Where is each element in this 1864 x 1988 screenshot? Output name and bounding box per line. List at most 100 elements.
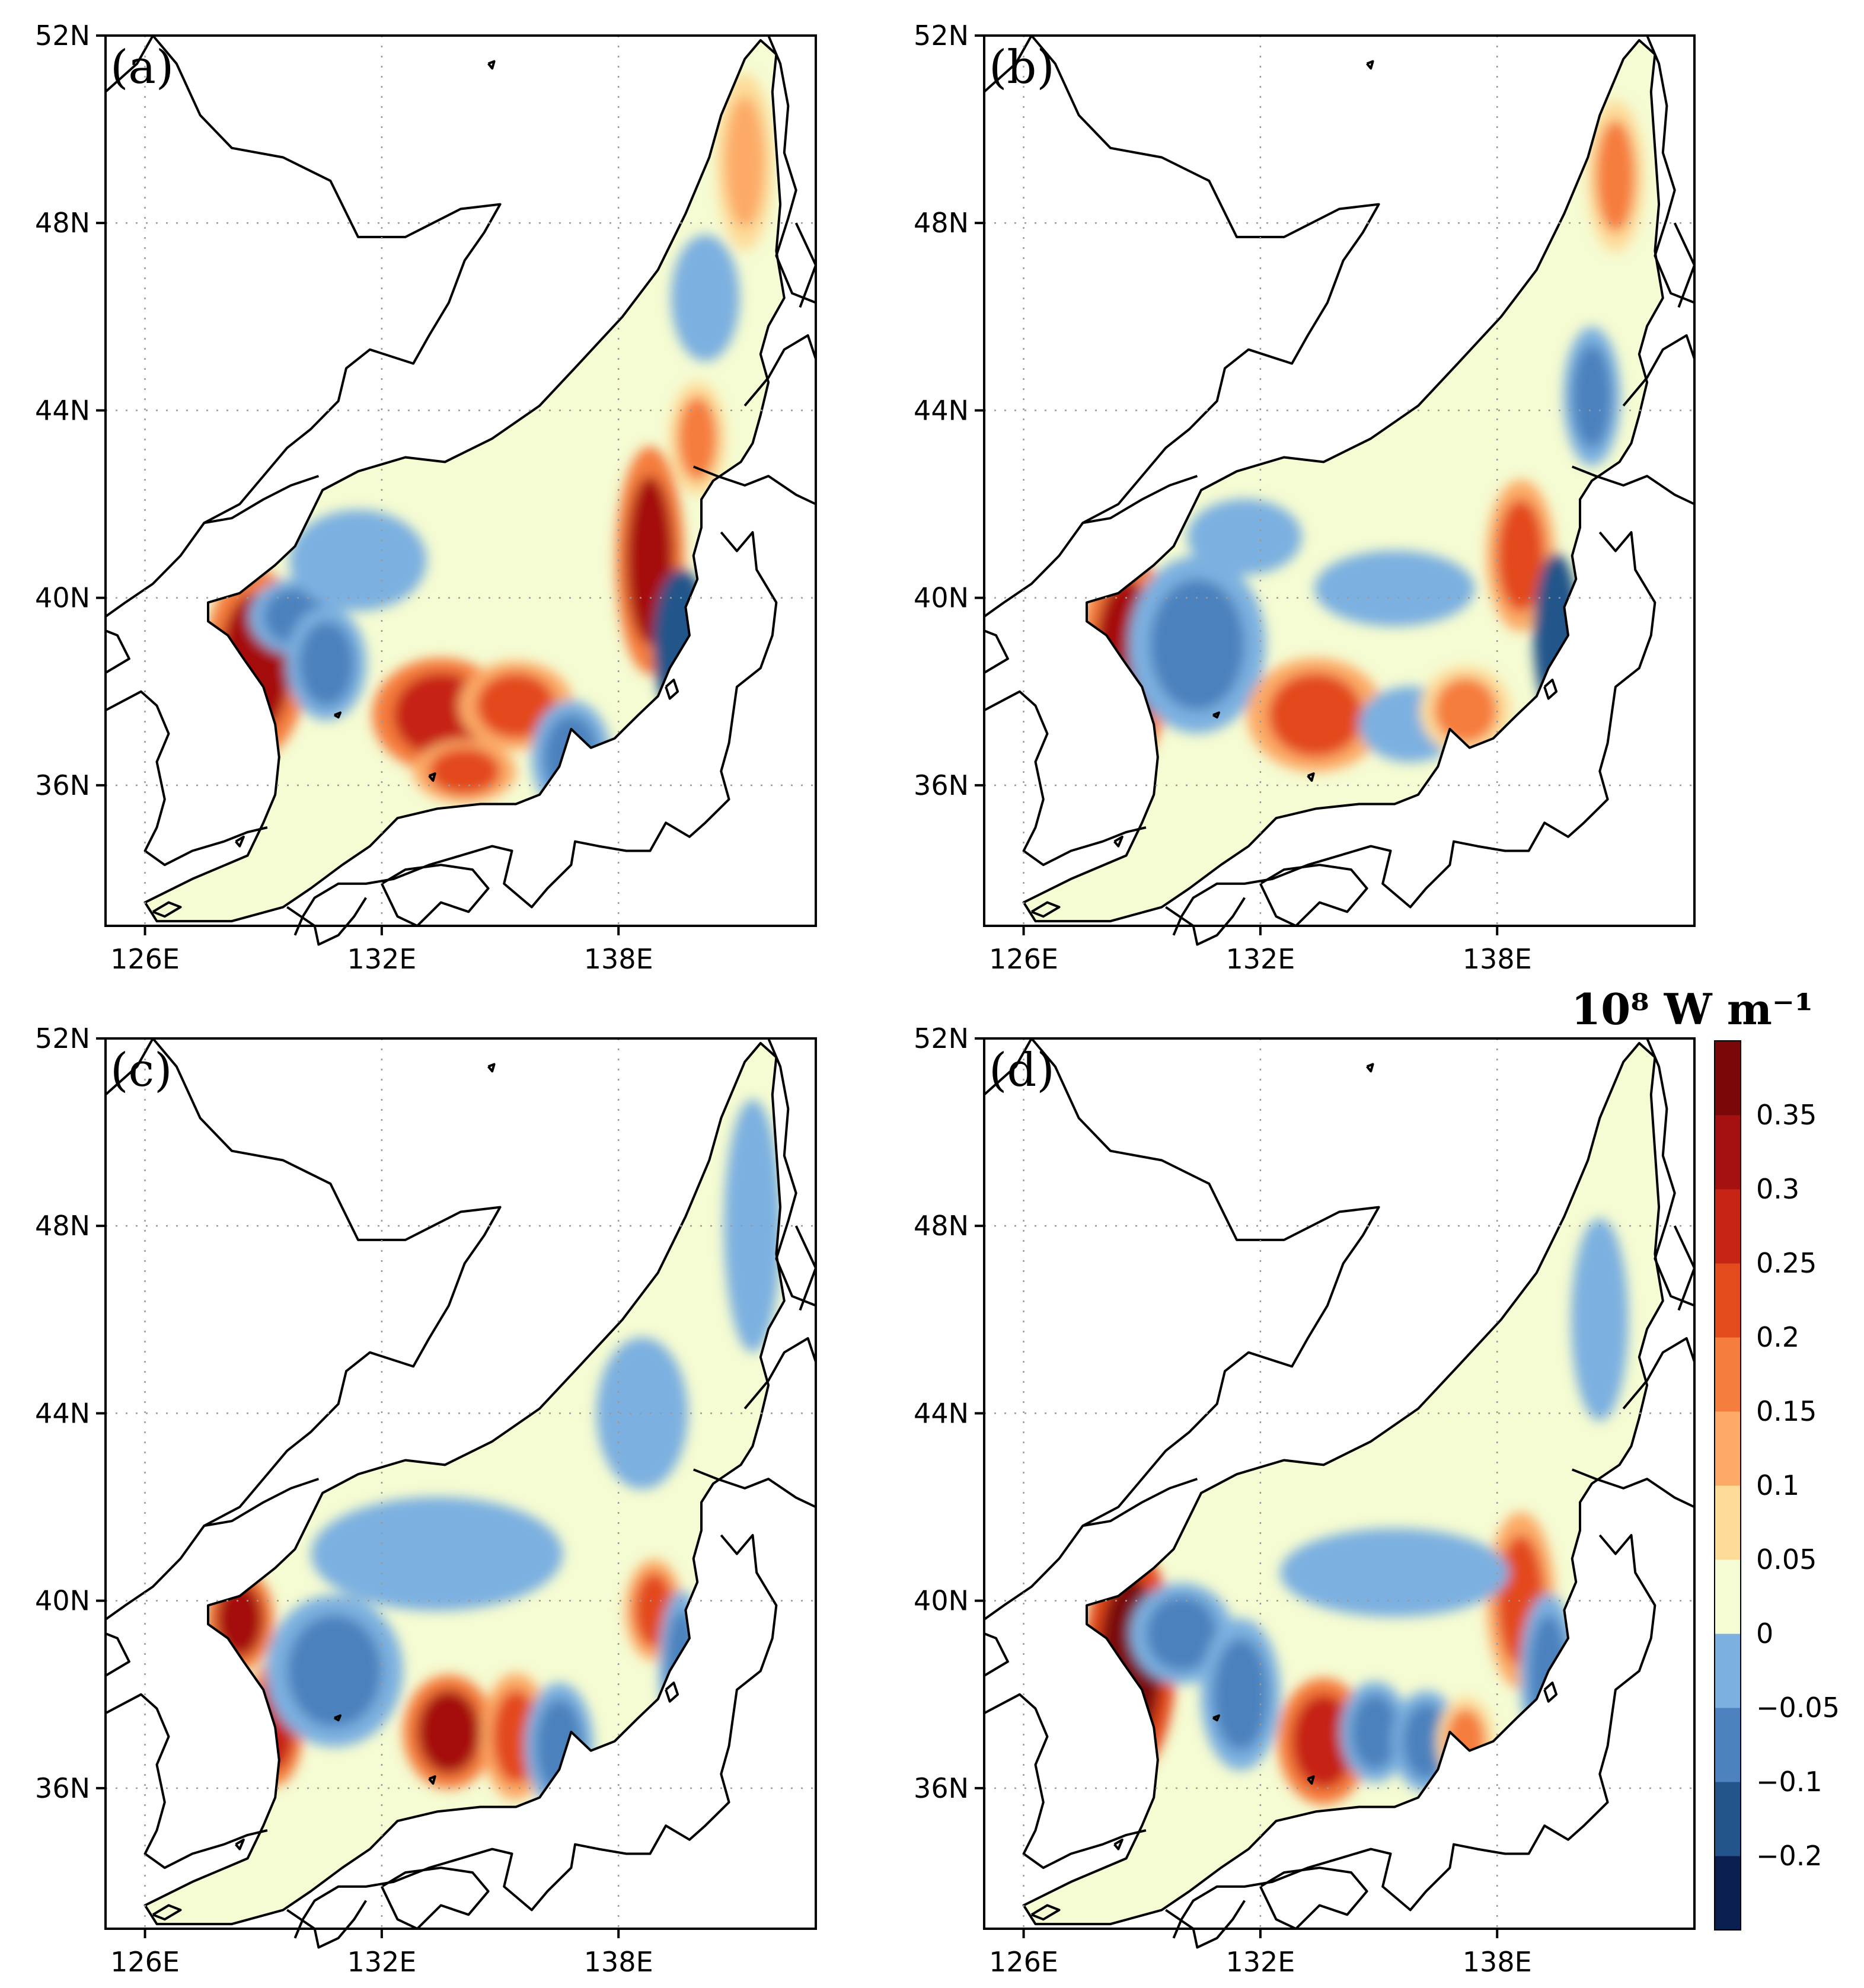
anomaly-core (1213, 1638, 1269, 1751)
lat-tick-label: 36N (35, 1772, 90, 1804)
colorbar-swatch (1715, 1411, 1741, 1486)
lon-tick-label: 132E (347, 943, 416, 975)
anomaly-core (1497, 499, 1545, 612)
island-outline (1030, 901, 1061, 918)
island-outline (333, 711, 341, 719)
anomaly-core (311, 523, 406, 598)
lon-tick-label: 138E (1463, 1946, 1532, 1978)
anomaly-core (724, 96, 765, 228)
island-outline (1212, 711, 1220, 719)
coastline (1646, 35, 1695, 304)
coastline (152, 34, 502, 524)
lon-tick-label: 138E (584, 943, 653, 975)
coastline (104, 1038, 154, 1096)
lon-tick-label: 132E (347, 1946, 416, 1978)
sea-field (1023, 40, 1663, 922)
colorbar-swatch (1715, 1485, 1741, 1560)
colorbar-tick-label: 0.3 (1756, 1173, 1799, 1205)
colorbar-tick-label: 0.15 (1756, 1395, 1817, 1427)
anomaly-core (1292, 1694, 1355, 1788)
lat-tick-label: 48N (914, 1210, 969, 1242)
colorbar-swatch (1715, 1189, 1741, 1264)
sea-base-fill (1023, 1043, 1663, 1925)
anomaly-core (1316, 1539, 1474, 1606)
coastline (692, 465, 816, 506)
anomaly-core (678, 396, 717, 481)
anomaly-core (1402, 1703, 1450, 1779)
coastline (104, 629, 130, 674)
panel-frame (104, 34, 817, 927)
coastline (1571, 465, 1695, 506)
anomaly-core (681, 251, 729, 345)
island-outline (428, 772, 436, 782)
sea-coastline (143, 39, 786, 923)
anomaly-core (350, 1511, 524, 1596)
colorbar-frame (1714, 1040, 1741, 1931)
island-outline (1366, 60, 1374, 70)
colorbar-units-label: 10⁸ W m⁻¹ (1571, 984, 1813, 1034)
anomaly-core (287, 1615, 382, 1728)
sea-field (1023, 1043, 1663, 1925)
anomaly-core (417, 1689, 481, 1775)
lat-tick-label: 40N (35, 582, 90, 614)
lon-tick-label: 126E (989, 1946, 1058, 1978)
coastline (1030, 1037, 1380, 1527)
island-outline (1307, 772, 1315, 782)
lat-tick-label: 52N (35, 20, 90, 52)
coastlines (983, 1037, 1696, 1949)
colorbar-tick-label: 0.25 (1756, 1247, 1817, 1279)
lat-tick-label: 48N (35, 1210, 90, 1242)
coastline (1030, 34, 1380, 524)
colorbar-tick-label: −0.2 (1756, 1840, 1822, 1872)
colorbar-swatch (1715, 1634, 1741, 1708)
anomaly-core (1150, 579, 1245, 711)
lat-tick-label: 36N (914, 1772, 969, 1804)
anomaly-core (1572, 344, 1612, 448)
island-outline (333, 1714, 341, 1722)
lat-tick-label: 44N (35, 1397, 90, 1429)
anomaly-core (1339, 560, 1450, 617)
lat-tick-label: 48N (914, 207, 969, 239)
coastline (743, 334, 817, 407)
anomaly-core (1205, 509, 1284, 565)
island-outline (428, 1775, 436, 1785)
lat-tick-label: 52N (914, 20, 969, 52)
coastlines (104, 34, 817, 946)
sea-coastline (1022, 1041, 1664, 1926)
colorbar-swatch (1715, 1041, 1741, 1116)
lon-tick-label: 126E (110, 1946, 180, 1978)
coastline (105, 1693, 268, 1869)
coastline (293, 1534, 778, 1939)
coastline (767, 1038, 816, 1307)
coastline (1172, 531, 1656, 936)
island-outline (1543, 1682, 1558, 1703)
island-outline (235, 835, 245, 848)
coastline (1571, 1468, 1695, 1508)
coastline (286, 1900, 367, 1949)
island-outline (487, 60, 496, 70)
island-outline (1307, 1775, 1315, 1785)
island-outline (235, 1838, 245, 1850)
colorbar-swatch (1715, 1115, 1741, 1190)
anomaly-core (733, 1132, 773, 1320)
island-outline (1113, 835, 1123, 848)
sea-coastline (143, 1041, 786, 1926)
colorbar-tick-label: 0.05 (1756, 1543, 1817, 1575)
island-outline (1113, 1838, 1123, 1850)
sea-field (145, 1043, 784, 1925)
anomaly-core (1434, 677, 1498, 743)
lat-tick-label: 48N (35, 207, 90, 239)
lat-tick-label: 40N (914, 1585, 969, 1617)
panel-frame (983, 34, 1696, 927)
coastline (983, 35, 1033, 93)
coastline (104, 1632, 130, 1677)
coastline (984, 690, 1147, 867)
coastline (1165, 897, 1246, 946)
coastline (1622, 334, 1696, 407)
panel-label: (b) (989, 41, 1055, 94)
anomaly-core (429, 747, 500, 795)
coastline (692, 1468, 816, 1508)
colorbar-tick-label: −0.05 (1756, 1692, 1840, 1724)
anomaly-core (1351, 1694, 1399, 1770)
coastline (1165, 1900, 1246, 1949)
